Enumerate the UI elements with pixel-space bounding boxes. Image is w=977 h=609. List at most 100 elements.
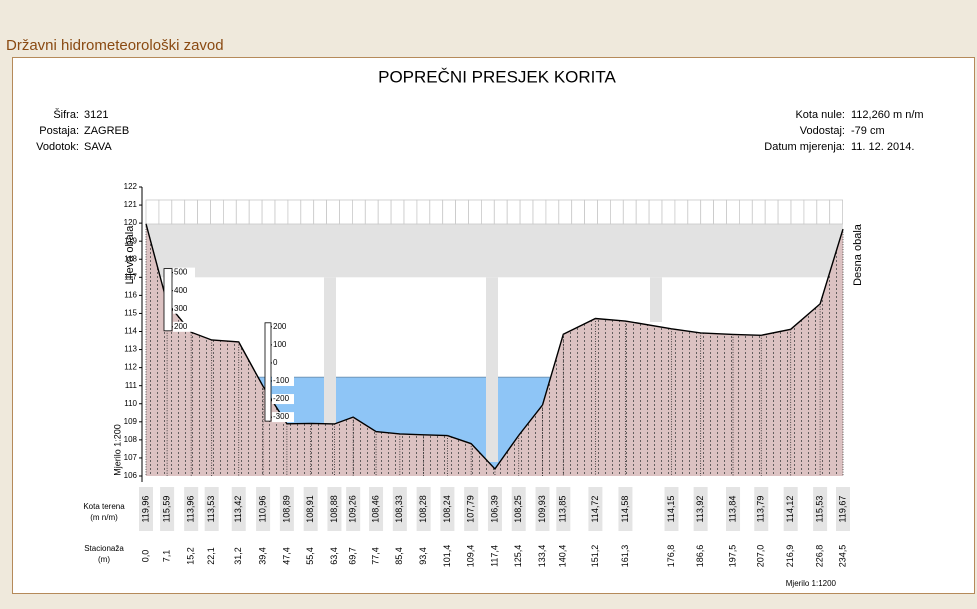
station-label: 125,4 xyxy=(513,545,523,568)
bridge-pier xyxy=(324,277,336,432)
elevation-cell xyxy=(618,487,633,531)
elevation-label: 119,67 xyxy=(837,496,847,523)
station-label: 55,4 xyxy=(305,547,315,565)
gauge-label-bg xyxy=(173,267,195,278)
deck-cell xyxy=(416,199,431,225)
deck-cell xyxy=(726,199,740,225)
row-label: Kota terena xyxy=(83,502,125,511)
deck-cell xyxy=(751,199,766,225)
station-label: 109,4 xyxy=(466,545,476,568)
elevation-cell xyxy=(588,487,603,531)
gauge-label: 200 xyxy=(174,322,188,331)
chart-title: POPREČNI PRESJEK KORITA xyxy=(378,67,616,86)
deck-cell xyxy=(790,199,805,225)
elevation-label: 114,12 xyxy=(785,496,795,523)
elevation-label: 113,53 xyxy=(206,496,216,523)
gauge-label-bg xyxy=(272,339,294,350)
header-title: Državni hidrometeorološki zavod xyxy=(6,37,224,54)
elevation-cell xyxy=(726,487,741,531)
elevation-label: 113,84 xyxy=(727,496,737,523)
info-label: Datum mjerenja: xyxy=(764,141,845,153)
gauge-label: 200 xyxy=(273,322,287,331)
deck-cell xyxy=(145,199,160,225)
deck-cell xyxy=(506,199,521,225)
gauge-label: 500 xyxy=(174,268,188,277)
elevation-cell xyxy=(327,487,342,531)
gauge-label-bg xyxy=(272,357,294,368)
y-tick-label: 115 xyxy=(124,309,137,318)
elevation-cell xyxy=(369,487,384,531)
gauge-label: -300 xyxy=(273,412,290,421)
elevation-label: 108,25 xyxy=(513,495,523,523)
deck-cell xyxy=(622,199,637,225)
station-label: 197,5 xyxy=(727,545,737,568)
station-label: 85,4 xyxy=(394,547,404,565)
left-bank-label: Lijeva obala xyxy=(124,225,136,285)
station-label: 63,4 xyxy=(329,547,339,565)
elevation-label: 108,33 xyxy=(394,495,404,523)
deck-cell xyxy=(545,199,560,225)
elevation-label: 108,89 xyxy=(281,495,291,523)
elevation-label: 106,39 xyxy=(489,495,499,523)
station-label: 93,4 xyxy=(418,547,428,565)
gauge-label: 300 xyxy=(174,304,188,313)
elevation-cell xyxy=(556,487,571,531)
deck-cell xyxy=(455,199,469,225)
info-value: 11. 12. 2014. xyxy=(851,141,914,153)
deck-cell xyxy=(764,199,779,225)
elevation-label: 114,72 xyxy=(590,496,600,523)
gauge-staff xyxy=(163,268,173,332)
elevation-cell xyxy=(813,487,828,531)
deck-cell xyxy=(377,199,392,225)
gauge-label: -100 xyxy=(273,376,290,385)
station-label: 140,4 xyxy=(558,545,568,568)
gauge-label-bg xyxy=(173,303,195,314)
deck-cell xyxy=(235,199,250,225)
deck-cell xyxy=(313,199,328,225)
gauge-label: 0 xyxy=(273,358,278,367)
deck-cell xyxy=(687,199,702,225)
info-label: Kota nule: xyxy=(795,109,845,121)
deck-cell xyxy=(261,199,276,225)
y-tick-label: 121 xyxy=(124,200,138,209)
bridge-pier xyxy=(486,277,498,462)
gauge-label-bg xyxy=(272,321,294,332)
y-tick-label: 107 xyxy=(124,453,138,462)
elevation-cell xyxy=(392,487,407,531)
elevation-label: 113,42 xyxy=(233,496,243,523)
right-bank-label: Desna obala xyxy=(852,223,864,286)
elevation-label: 113,85 xyxy=(558,496,568,523)
elevation-cell xyxy=(511,487,526,531)
deck-cell xyxy=(197,199,211,225)
elevation-label: 113,96 xyxy=(186,496,196,523)
y-tick-label: 106 xyxy=(124,471,138,480)
station-label: 39,4 xyxy=(257,547,267,565)
deck-cell xyxy=(287,199,302,225)
elevation-cell xyxy=(416,487,431,531)
elevation-cell xyxy=(487,487,502,531)
deck-cell xyxy=(429,199,444,225)
info-label: Vodotok: xyxy=(36,141,79,153)
deck-cell xyxy=(584,199,598,225)
gauge-label: -200 xyxy=(273,394,290,403)
elevation-label: 108,46 xyxy=(370,495,380,523)
deck-cell xyxy=(480,199,495,225)
deck-cell xyxy=(390,199,405,225)
deck-cell xyxy=(274,199,289,225)
deck-cell xyxy=(661,199,676,225)
station-label: 31,2 xyxy=(233,547,243,565)
info-value: ZAGREB xyxy=(84,125,129,137)
elevation-label: 107,79 xyxy=(466,495,476,523)
deck-cell xyxy=(777,199,792,225)
terrain-fill xyxy=(146,223,843,476)
elevation-label: 110,96 xyxy=(257,496,267,523)
elevation-label: 114,15 xyxy=(666,496,676,523)
gauge-staff xyxy=(264,322,272,422)
gauge-label: 400 xyxy=(174,286,188,295)
elevation-label: 115,59 xyxy=(161,496,171,523)
bridge-pier xyxy=(650,277,662,322)
terrain-profile xyxy=(145,223,844,471)
y-tick-label: 116 xyxy=(124,290,137,299)
deck-cell xyxy=(739,199,753,225)
station-label: 216,9 xyxy=(785,545,795,568)
